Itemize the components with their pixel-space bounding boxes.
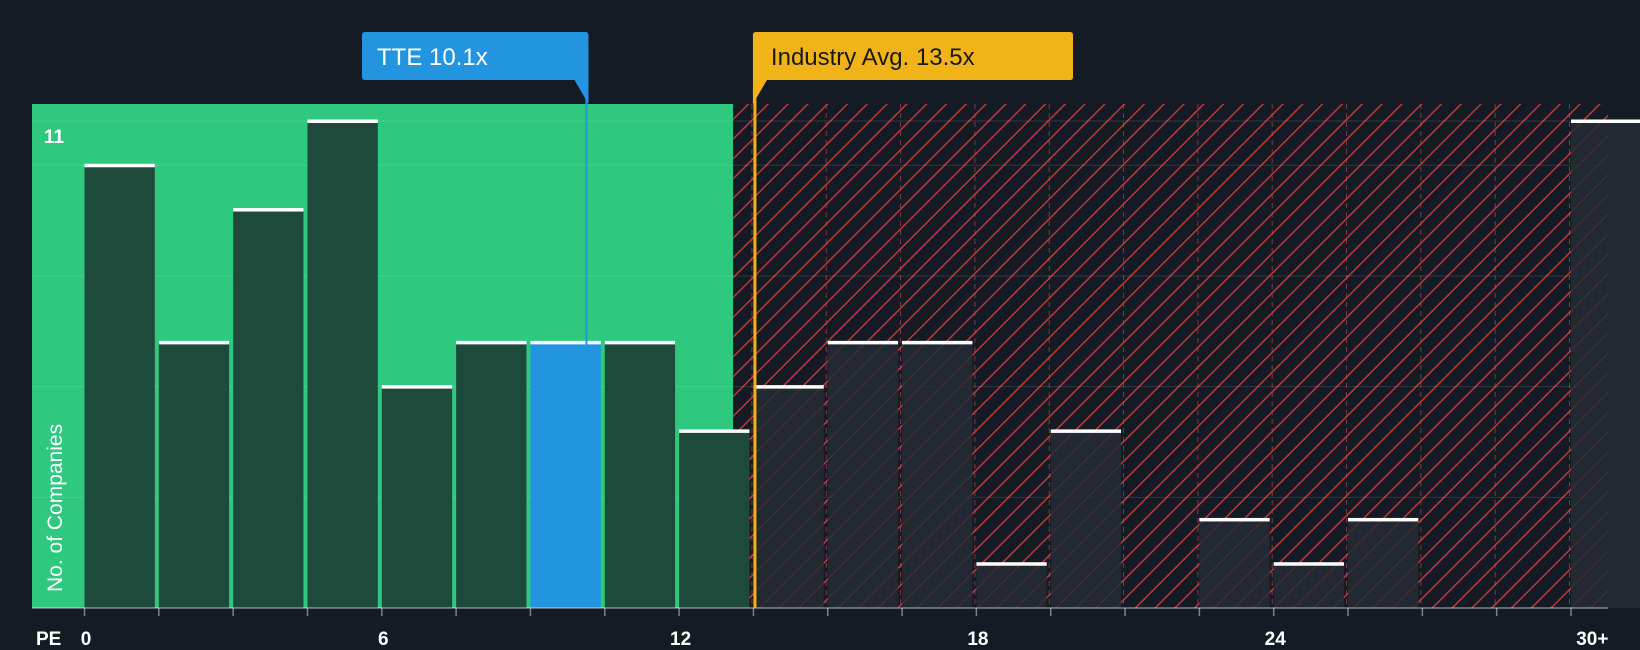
industry-avg-label: Industry Avg. 13.5x [771,44,975,71]
bar-cap [307,119,378,123]
bar-body [753,386,824,608]
bar-cap [381,385,453,389]
bar-body [456,342,527,608]
bar-8 [679,429,750,608]
industry-callout-box [752,32,1073,104]
bar-17 [1348,517,1419,608]
bar-body [1273,563,1345,608]
bar-6 [530,340,601,608]
bar-body [381,386,453,608]
bar-0 [84,163,155,609]
bar-body [307,121,378,608]
bar-cap [1571,119,1640,123]
bar-cap [1050,429,1122,433]
bar-16 [1273,562,1345,608]
bar-body [1199,519,1270,608]
bar-cap [753,385,824,389]
bar-body [902,342,973,608]
bar-body [1571,121,1640,608]
bar-5 [456,340,527,608]
bar-cap [604,340,676,345]
bar-body [827,342,899,608]
x-tick-label-4: 24 [1265,629,1287,650]
bar-cap [158,340,230,345]
bar-body [1348,519,1419,608]
bar-cap [679,429,750,433]
bar-9 [753,385,824,608]
bar-7 [604,340,676,608]
bar-2 [233,208,304,608]
bar-body [1050,430,1122,608]
x-tick-label-0: 0 [81,629,92,650]
bar-15 [1199,517,1270,608]
bar-cap [1273,562,1345,566]
bars [84,119,1640,609]
bar-body [233,209,304,608]
bar-cap [1348,517,1419,522]
bar-13 [1050,429,1122,608]
y-axis-title: No. of Companies [44,424,67,592]
bar-11 [902,340,973,608]
bar-10 [827,340,899,608]
bar-12 [976,562,1047,608]
bar-body [976,563,1047,608]
bar-cap [976,562,1047,566]
bar-cap [902,340,973,345]
x-tick-label-5: 30+ [1576,629,1608,650]
bar-body [158,342,230,608]
bar-20 [1571,119,1640,608]
x-axis-title: PE [36,629,61,650]
x-tick-label-1: 6 [378,629,389,650]
bar-4 [381,385,453,608]
bar-cap [530,340,601,345]
bar-body [530,342,601,608]
bar-cap [233,208,304,212]
x-tick-label-3: 18 [967,629,988,650]
x-axis-ticks: 0 6 12 18 24 30+ [81,608,1608,650]
bar-cap [456,340,527,345]
bar-body [604,342,676,608]
company-label: TTE 10.1x [377,44,488,71]
company-callout-box [362,32,589,104]
industry-marker: Industry Avg. 13.5x [752,32,1073,608]
bar-cap [827,340,899,345]
bar-cap [84,163,155,168]
bar-cap [1199,517,1270,522]
y-tick-label: 11 [44,127,65,148]
gridlines [32,104,1608,608]
x-tick-label-2: 12 [670,629,691,650]
bar-3 [307,119,378,608]
company-marker: TTE 10.1x [362,32,589,345]
bar-body [679,430,750,608]
bar-1 [158,340,230,608]
bar-body [84,165,155,609]
